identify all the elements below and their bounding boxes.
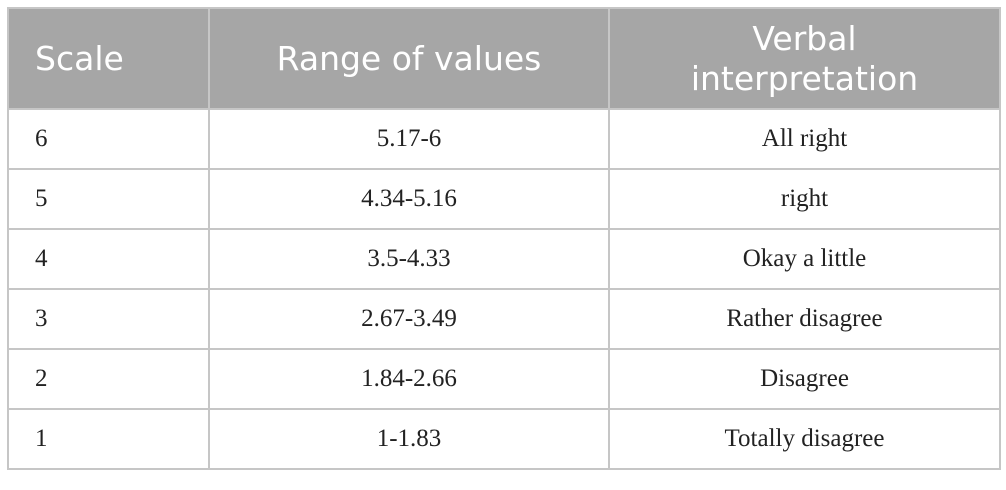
- table-cell: 5: [7, 168, 210, 230]
- table-cell: 3: [7, 288, 210, 350]
- table-cell: All right: [608, 108, 1001, 170]
- header-row: Scale Range of values Verbal interpretatio…: [7, 7, 1001, 110]
- table-row: 6 5.17-6 All right: [7, 108, 1001, 170]
- table-cell: 3.5-4.33: [208, 228, 610, 290]
- table-cell: Okay a little: [608, 228, 1001, 290]
- table-cell: 1: [7, 408, 210, 470]
- table-cell: 2.67-3.49: [208, 288, 610, 350]
- header-cell: Range of values: [208, 7, 610, 110]
- table-cell: Rather disagree: [608, 288, 1001, 350]
- table-row: 2 1.84-2.66 Disagree: [7, 348, 1001, 410]
- table-cell: 2: [7, 348, 210, 410]
- table-cell: 4.34-5.16: [208, 168, 610, 230]
- table-cell: Disagree: [608, 348, 1001, 410]
- table-row: 1 1-1.83 Totally disagree: [7, 408, 1001, 470]
- table-row: 5 4.34-5.16 right: [7, 168, 1001, 230]
- table: Scale Range of values Verbal interpretatio…: [7, 7, 1001, 470]
- table-cell: 1.84-2.66: [208, 348, 610, 410]
- table-cell: Totally disagree: [608, 408, 1001, 470]
- table-cell: 5.17-6: [208, 108, 610, 170]
- table-cell: 4: [7, 228, 210, 290]
- table-body: 6 5.17-6 All right 5 4.34-5.16 right 4 3.5-4.33…: [7, 108, 1001, 470]
- table-cell: 6: [7, 108, 210, 170]
- table-row: 4 3.5-4.33 Okay a little: [7, 228, 1001, 290]
- table-cell: right: [608, 168, 1001, 230]
- table-row: 3 2.67-3.49 Rather disagree: [7, 288, 1001, 350]
- table-cell: 1-1.83: [208, 408, 610, 470]
- table-header: Scale Range of values Verbal interpretatio…: [7, 7, 1001, 110]
- header-cell: Scale: [7, 7, 210, 110]
- header-cell: Verbal interpretation: [608, 7, 1001, 110]
